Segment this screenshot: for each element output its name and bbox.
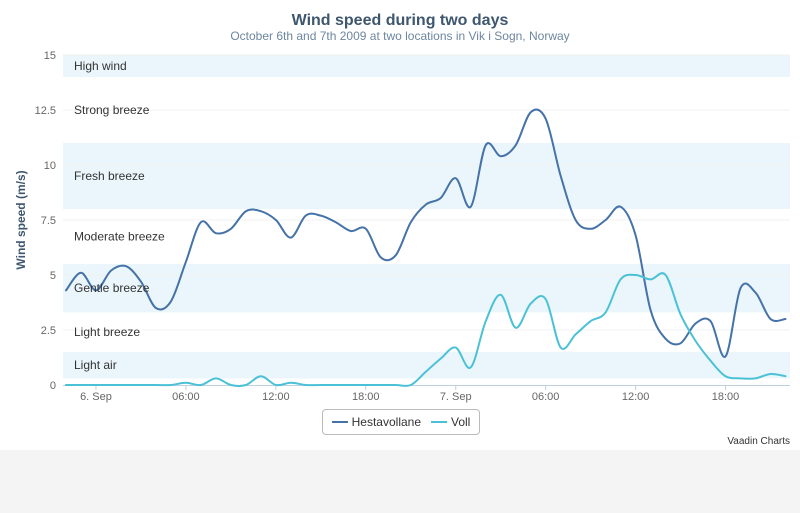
x-tick-label: 06:00 xyxy=(532,391,560,403)
y-tick-label: 10 xyxy=(44,160,56,172)
x-tick-label: 7. Sep xyxy=(440,391,472,403)
chart-svg: Wind speed during two days October 6th a… xyxy=(14,12,790,447)
y-tick-label: 0 xyxy=(50,380,56,392)
legend-line-icon xyxy=(431,421,447,423)
legend-item-hestavollane[interactable]: Hestavollane xyxy=(331,415,421,429)
legend-label: Voll xyxy=(451,415,471,429)
plot-band-labels: Light air Light breeze Gentle breeze Modera… xyxy=(74,59,165,372)
plot-band-label-fresh-breeze: Fresh breeze xyxy=(74,169,145,183)
x-tick-label: 6. Sep xyxy=(80,391,112,403)
chart-container: Wind speed during two days October 6th a… xyxy=(0,0,800,450)
x-tick-label: 18:00 xyxy=(352,391,380,403)
plot-band-fresh-breeze xyxy=(63,143,790,209)
x-axis: 6. Sep 06:00 12:00 18:00 7. Sep 06:00 12:00 18:… xyxy=(63,385,790,403)
legend-label: Hestavollane xyxy=(351,415,421,429)
series-line-voll[interactable] xyxy=(65,272,787,387)
chart-title: Wind speed during two days xyxy=(292,12,509,29)
plot-band-label-light-air: Light air xyxy=(74,358,117,372)
y-tick-label: 5 xyxy=(50,270,56,282)
y-tick-label: 7.5 xyxy=(41,215,56,227)
grid-lines xyxy=(63,54,790,331)
plot-band-label-strong-breeze: Strong breeze xyxy=(74,103,150,117)
y-tick-label: 2.5 xyxy=(41,325,56,337)
x-tick-label: 12:00 xyxy=(622,391,650,403)
plot-bands xyxy=(63,55,790,379)
x-tick-label: 12:00 xyxy=(262,391,290,403)
plot-band-gentle-breeze xyxy=(63,264,790,313)
plot-band-label-high-wind: High wind xyxy=(74,59,127,73)
plot-band-label-gentle-breeze: Gentle breeze xyxy=(74,281,150,295)
chart-legend: Hestavollane Voll xyxy=(322,409,480,435)
credits-label[interactable]: Vaadin Charts xyxy=(727,436,790,447)
plot-band-label-moderate-breeze: Moderate breeze xyxy=(74,230,165,244)
plot-band-label-light-breeze: Light breeze xyxy=(74,325,140,339)
series-line-hestavollane[interactable] xyxy=(65,108,787,358)
plot-band-light-air xyxy=(63,352,790,379)
chart-subtitle: October 6th and 7th 2009 at two location… xyxy=(230,29,569,43)
y-tick-label: 15 xyxy=(44,50,56,62)
series-lines xyxy=(65,108,787,387)
legend-line-icon xyxy=(331,421,348,423)
x-tick-label: 18:00 xyxy=(712,391,740,403)
y-tick-label: 12.5 xyxy=(35,105,56,117)
legend-item-voll[interactable]: Voll xyxy=(431,415,470,429)
y-axis-title: Wind speed (m/s) xyxy=(14,170,28,269)
x-tick-label: 06:00 xyxy=(172,391,200,403)
plot-band-high-wind xyxy=(63,55,790,77)
y-axis-ticks: 0 2.5 5 7.5 10 12.5 15 xyxy=(35,50,56,392)
